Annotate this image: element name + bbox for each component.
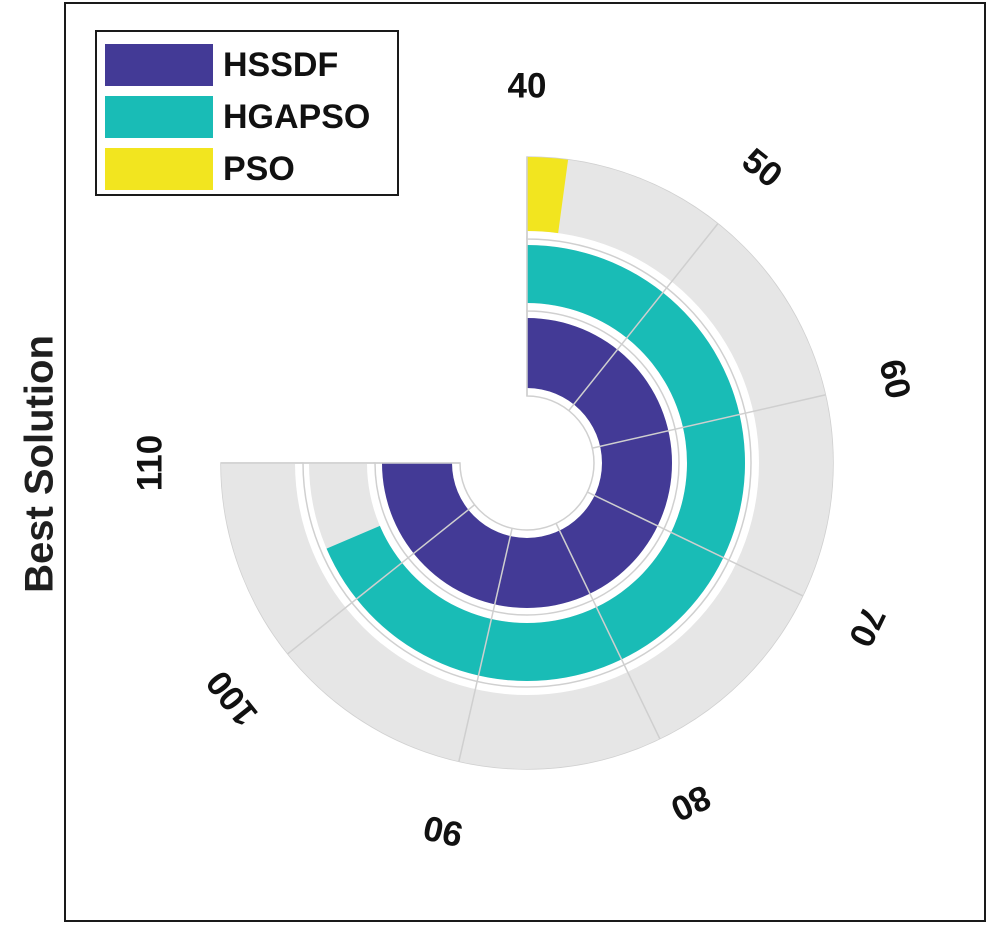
legend-label-pso: PSO [223,149,295,188]
tick-label-90: 90 [420,807,467,854]
tick-label-110: 110 [130,435,169,491]
grid-line-70 [587,491,804,597]
grid-line-80 [555,523,661,740]
legend-label-hssdf: HSSDF [223,45,339,84]
tick-label-70: 70 [841,601,893,653]
legend-label-hgapso: HGAPSO [223,97,371,136]
tick-label-50: 50 [735,141,790,196]
grid-line-50 [568,223,719,412]
tick-label-80: 80 [665,777,717,829]
grid-line-90 [458,528,513,762]
legend-item-hssdf: HSSDF [105,40,397,90]
tick-label-40: 40 [508,66,547,105]
tick-label-100: 100 [199,663,266,733]
legend-swatch-hssdf [105,44,213,86]
legend-swatch-hgapso [105,96,213,138]
legend-item-pso: PSO [105,144,397,194]
legend-swatch-pso [105,148,213,190]
tick-label-60: 60 [871,356,918,403]
grid-line-100 [287,504,476,655]
y-axis-label: Best Solution [17,335,62,593]
bar-pso [527,157,569,234]
grid-line-60 [592,394,826,449]
legend: HSSDF HGAPSO PSO [95,30,399,196]
legend-item-hgapso: HGAPSO [105,92,397,142]
bar-hssdf [382,318,672,608]
